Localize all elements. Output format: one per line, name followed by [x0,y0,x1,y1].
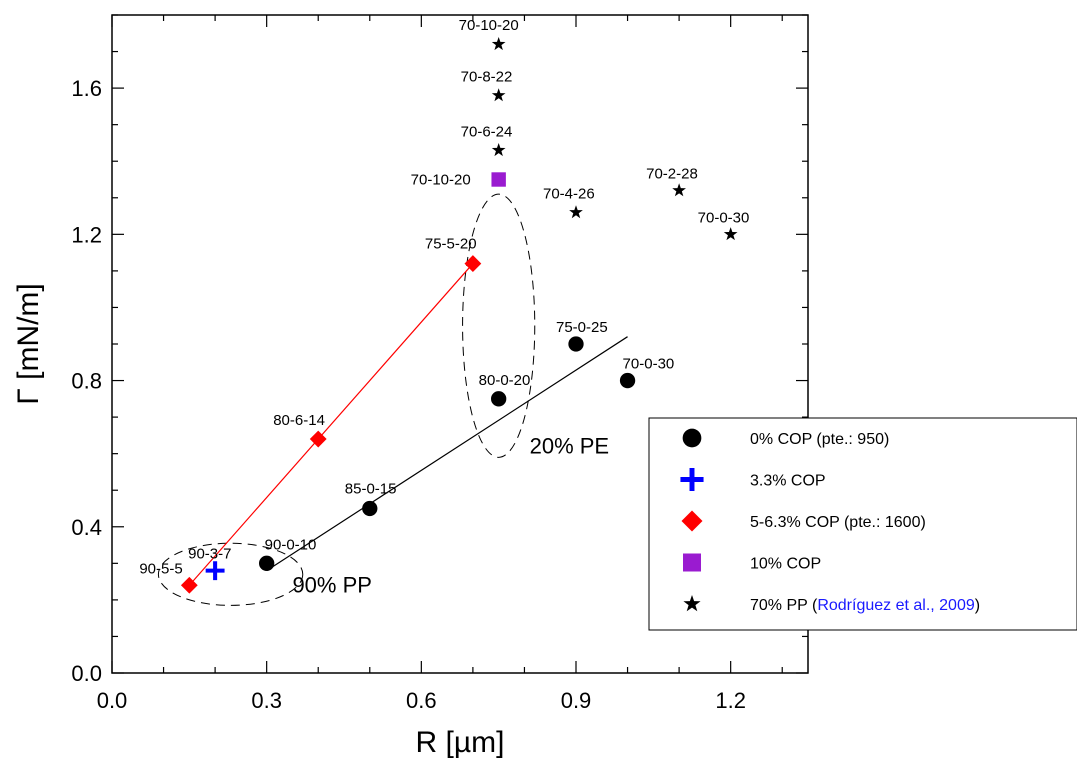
x-tick-label: 0.3 [251,688,282,713]
y-tick-label: 0.4 [71,515,102,540]
point-label: 75-5-20 [425,236,477,253]
legend-entry-label: 10% COP [750,556,821,573]
circle-marker [568,336,584,352]
dashed-ellipse [157,542,304,606]
x-tick-label: 0.9 [561,688,592,713]
x-tick-label: 0.6 [406,688,437,713]
x-axis-title: R [µm] [416,726,505,759]
point-label: 80-0-20 [479,372,531,389]
square-marker [491,172,506,187]
circle-marker [259,555,275,571]
star-marker [491,37,506,51]
point-label: 70-4-26 [543,185,595,202]
annotations-group: 90% PP 20% PE [292,434,609,598]
x-tick-label: 1.2 [715,688,746,713]
point-label: 70-0-30 [698,209,750,226]
y-tick-label: 0.0 [71,661,102,686]
y-tick-label: 1.6 [71,76,102,101]
circle-marker [491,391,507,407]
point-labels-group: 90-0-10 85-0-15 80-0-20 75-0-25 70-0-30 90-3-… [139,17,749,577]
diamond-marker [309,430,327,448]
circle-marker [362,500,378,517]
point-label: 70-2-28 [646,165,698,182]
point-label: 75-0-25 [556,319,608,336]
legend-square-icon [683,553,701,572]
point-label: 85-0-15 [345,481,397,498]
circle-marker [619,372,636,389]
legend-entry-label: 5-6.3% COP (pte.: 1600) [750,514,926,531]
fit-lines-group [188,263,628,586]
legend-plus-icon [680,467,704,492]
point-label: 70-8-22 [461,68,513,85]
legend-entry-label: 0% COP (pte.: 950) [750,431,889,448]
legend-star-icon [683,595,701,612]
y-axis-title: Γ [mN/m] [12,283,45,405]
point-label: 70-10-20 [459,17,519,34]
y-tick-label: 0.8 [71,369,102,394]
data-markers-group [180,37,738,594]
legend-diamond-icon [681,510,703,532]
star-marker [491,143,506,157]
point-label: 90-3-7 [188,546,231,563]
ellipse-group [157,193,536,606]
legend-circle-icon [682,428,702,448]
diamond-marker [180,576,198,594]
point-label: 80-6-14 [273,412,325,429]
point-label: 70-10-20 [411,172,471,189]
point-label: 70-6-24 [461,123,513,140]
diamond-marker [464,255,482,272]
region-annotation: 20% PE [530,434,610,459]
star-marker [723,227,738,241]
region-annotation: 90% PP [292,573,372,598]
plus-marker [205,561,225,581]
point-label: 90-5-5 [139,560,182,577]
star-marker [672,183,686,197]
legend-entry-label: 3.3% COP [750,473,826,490]
point-label: 90-0-10 [265,536,317,553]
y-tick-label: 1.2 [71,222,102,247]
star-marker [491,88,506,102]
legend: 0% COP (pte.: 950) 3.3% COP 5-6.3% COP (pt… [648,417,1077,631]
fit-line-2 [188,263,474,586]
fit-line-0 [266,336,628,572]
star-marker [569,205,583,219]
legend-entry-label: 70% PP (Rodríguez et al., 2009) [750,597,980,614]
dashed-ellipse [462,193,536,458]
axis-ticks-group: 0.0 0.3 0.6 0.9 1.2 0.0 0.4 0.8 1.2 1.6 [71,14,808,713]
x-tick-label: 0.0 [97,688,128,713]
point-label: 70-0-30 [623,356,675,373]
legend-box [648,417,1077,631]
